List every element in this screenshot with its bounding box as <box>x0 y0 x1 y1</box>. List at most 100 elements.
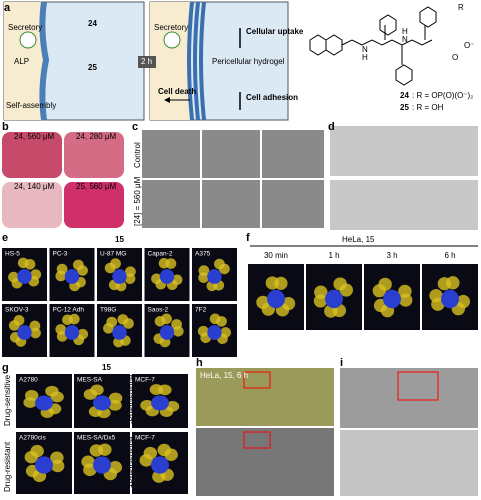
yellow-stain <box>197 325 209 337</box>
yellow-stain <box>106 316 118 328</box>
label: 25 <box>88 63 97 72</box>
yellow-stain <box>140 399 154 411</box>
yellow-stain <box>165 258 177 269</box>
yellow-stain <box>24 258 36 270</box>
yellow-stain <box>24 389 39 401</box>
nucleus <box>17 325 32 340</box>
yellow-stain <box>90 384 104 396</box>
yellow-stain <box>8 271 19 283</box>
nucleus <box>151 456 169 474</box>
yellow-stain <box>314 285 328 299</box>
label: Drug-sensitive <box>3 374 12 426</box>
vesicle <box>19 31 37 49</box>
sem-cell <box>196 428 334 496</box>
yellow-stain <box>68 313 80 325</box>
label: : R = OP(O)(O⁻)₂ <box>412 91 473 100</box>
label: [24] = 560 μM <box>133 176 142 226</box>
label: d <box>328 121 335 133</box>
nucleus <box>64 325 80 340</box>
label: 2 h <box>141 57 152 66</box>
roi <box>243 371 271 389</box>
label: Secretory <box>8 23 42 32</box>
label: i <box>340 357 343 369</box>
label: Drug-resistant <box>3 441 12 492</box>
cytoplasm <box>4 2 44 120</box>
nucleus <box>207 325 222 340</box>
yellow-stain <box>55 324 67 335</box>
nucleus <box>151 395 169 411</box>
cell-label: SKOV-3 <box>5 307 29 314</box>
dishes <box>2 132 124 228</box>
label: a <box>4 2 11 14</box>
label: R <box>458 3 464 12</box>
yellow-stain <box>50 391 64 403</box>
yellow-stain <box>124 273 136 284</box>
label: HeLa, 15, 6 h <box>200 371 248 380</box>
time-label: 30 min <box>264 251 288 260</box>
label: 24 <box>400 91 409 100</box>
label: 25 <box>400 103 409 112</box>
yellow-stain <box>172 325 184 337</box>
yellow-stain <box>123 318 134 329</box>
label: +Prednisolone <box>127 436 136 488</box>
time-label: 1 h <box>328 251 339 260</box>
em-image <box>340 430 478 496</box>
cell-label: T98G <box>100 307 116 314</box>
yellow-stain <box>77 265 88 276</box>
label: c <box>132 121 138 133</box>
yellow-stain <box>110 258 121 269</box>
yellow-stain <box>378 277 392 291</box>
yellow-stain <box>158 384 172 396</box>
yellow-stain <box>274 276 288 290</box>
yellow-stain <box>256 295 270 309</box>
nucleus <box>159 269 175 284</box>
yellow-stain <box>339 283 354 297</box>
yellow-stain <box>81 455 95 468</box>
tem-images <box>330 126 478 230</box>
nucleus <box>441 289 459 309</box>
yellow-stain <box>50 459 65 473</box>
cell-label: A2780cis <box>19 435 46 442</box>
roi <box>397 371 439 401</box>
label: Cell adhesion <box>246 93 298 102</box>
label: O <box>452 53 458 62</box>
label: H <box>402 27 408 36</box>
yellow-stain <box>152 470 166 483</box>
time-label: 6 h <box>444 251 455 260</box>
vesicle <box>163 31 181 49</box>
label: 15 <box>115 235 124 244</box>
sem-images <box>142 130 324 228</box>
cell-label: MCF-7 <box>135 377 155 384</box>
label: 15 <box>102 363 111 372</box>
label: g <box>2 362 9 374</box>
cell-label: HS-5 <box>5 251 20 258</box>
label: f <box>246 232 250 244</box>
label: : R = OH <box>412 103 444 112</box>
cell-label: PC-3 <box>53 251 68 258</box>
yellow-stain <box>218 263 230 275</box>
yellow-stain <box>446 276 460 290</box>
label: O⁻ <box>464 41 474 50</box>
roi <box>243 431 271 449</box>
nucleus <box>159 325 175 340</box>
yellow-stain <box>398 293 413 307</box>
yellow-stain <box>216 316 227 327</box>
cell-label: Saos-2 <box>148 307 169 314</box>
label: N <box>402 35 408 44</box>
nucleus <box>93 395 111 411</box>
yellow-stain <box>151 273 162 285</box>
label: HeLa, 15 <box>342 235 375 244</box>
yellow-stain <box>198 265 210 276</box>
cell-label: MES-SA <box>77 377 103 384</box>
nucleus <box>17 269 32 284</box>
cell-label: PC-12 Adh <box>53 307 85 314</box>
label: H <box>362 53 368 62</box>
label: Cellular uptake <box>246 27 304 36</box>
cell-label: A375 <box>195 251 211 258</box>
label: 24 <box>88 19 97 28</box>
label: 24, 560 μM <box>14 132 55 141</box>
label: Secretory <box>154 23 188 32</box>
label: ALP <box>14 57 29 66</box>
nucleus <box>267 289 285 309</box>
